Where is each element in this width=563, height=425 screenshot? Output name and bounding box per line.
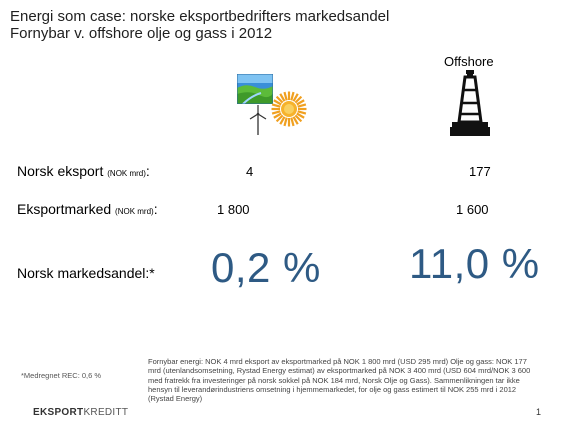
- landscape-icon: [236, 73, 274, 105]
- share-renewable-value: 0,2 %: [211, 244, 321, 291]
- footnote-left: *Medregnet REC: 0,6 %: [21, 371, 102, 380]
- oil-rig-icon: [450, 70, 490, 138]
- market-offshore-value: 1 600: [456, 202, 489, 217]
- title-line-2: Fornybar v. offshore olje og gass i 2012: [10, 25, 273, 42]
- eksportkreditt-logo: EKSPORTKREDITT: [33, 407, 129, 418]
- share-offshore-value: 11,0 %: [409, 240, 540, 287]
- market-row-label: Eksportmarked (NOK mrd):: [17, 201, 158, 217]
- export-offshore-value: 177: [469, 164, 491, 179]
- wind-turbine-icon: [247, 104, 269, 136]
- sun-icon: [270, 90, 308, 128]
- export-row-label: Norsk eksport (NOK mrd):: [17, 163, 150, 179]
- offshore-label: Offshore: [444, 54, 494, 69]
- market-renewable-value: 1 800: [217, 202, 250, 217]
- export-renewable-value: 4: [246, 164, 254, 179]
- market-unit: (NOK mrd): [115, 207, 154, 216]
- title-line-1: Energi som case: norske eksportbedrifter…: [10, 8, 390, 25]
- slide-title: Energi som case: norske eksportbedrifter…: [10, 8, 389, 42]
- page-number: 1: [536, 407, 542, 417]
- share-row-label: Norsk markedsandel:*: [17, 265, 155, 281]
- export-unit: (NOK mrd): [107, 169, 146, 178]
- footnote-sources: Fornybar energi: NOK 4 mrd eksport av ek…: [148, 357, 531, 404]
